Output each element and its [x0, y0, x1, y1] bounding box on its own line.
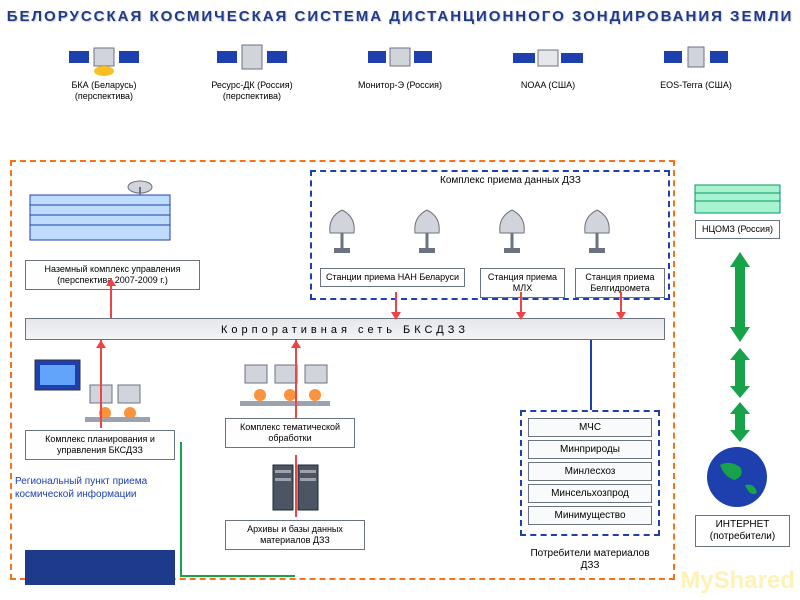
arrowhead-icon	[106, 278, 116, 286]
archives-icon	[268, 460, 328, 520]
green-arrow-icon	[725, 252, 755, 342]
planning-icon	[30, 355, 160, 430]
satellite-bka: БКА (Беларусь)(перспектива)	[44, 33, 164, 102]
regional-label: Региональный пункт приема космической ин…	[15, 475, 175, 501]
consumer-item: Минимущество	[528, 506, 652, 525]
arrowhead-icon	[96, 340, 106, 348]
antennas	[320, 205, 620, 260]
arrowhead-icon	[516, 312, 526, 320]
satellite-monitor: Монитор-Э (Россия)	[340, 33, 460, 102]
planning-label: Комплекс планирования и управления БКСДЗ…	[25, 430, 175, 460]
connector-line	[100, 340, 102, 428]
satellite-icon	[508, 33, 588, 78]
watermark: MyShared	[680, 567, 795, 595]
consumer-item: Минприроды	[528, 440, 652, 459]
satellite-icon	[360, 33, 440, 78]
green-arrow-icon	[725, 348, 755, 398]
satellite-noaa: NOAA (США)	[488, 33, 608, 102]
arrowhead-icon	[291, 340, 301, 348]
consumers-box: МЧС Минприроды Минлесхоз Минсельхозпрод …	[520, 410, 660, 536]
consumer-item: Минсельхозпрод	[528, 484, 652, 503]
station-nan-label: Станции приема НАН Беларуси	[320, 268, 465, 287]
ncomz-label: НЦОМЗ (Россия)	[695, 220, 780, 239]
logo-block	[25, 550, 175, 585]
archives-label: Архивы и базы данных материалов ДЗЗ	[225, 520, 365, 550]
connector-line	[590, 340, 592, 410]
arrowhead-icon	[391, 312, 401, 320]
connector-line	[180, 575, 295, 577]
arrowhead-icon	[616, 312, 626, 320]
satellite-icon	[212, 33, 292, 78]
connector-line	[295, 340, 297, 418]
thematic-label: Комплекс тематической обработки	[225, 418, 355, 448]
satellite-icon	[64, 33, 144, 78]
consumers-label: Потребители материалов ДЗЗ	[520, 548, 660, 572]
satellite-eos: EOS-Terra (США)	[636, 33, 756, 102]
reception-label: Комплекс приема данных ДЗЗ	[440, 175, 581, 186]
satellite-resurs: Ресурс-ДК (Россия)(перспектива)	[192, 33, 312, 102]
page-title: БЕЛОРУССКАЯ КОСМИЧЕСКАЯ СИСТЕМА ДИСТАНЦИ…	[0, 0, 800, 29]
satellites-row: БКА (Беларусь)(перспектива) Ресурс-ДК (Р…	[0, 29, 800, 110]
satellite-icon	[656, 33, 736, 78]
station-mlh-label: Станция приема МЛХ	[480, 268, 565, 298]
consumer-item: МЧС	[528, 418, 652, 437]
ncomz-building-icon	[690, 175, 785, 220]
green-arrow-icon	[725, 402, 755, 442]
connector-line	[180, 442, 182, 577]
corporate-bus: Корпоративная сеть БКСДЗЗ	[25, 318, 665, 340]
thematic-icon	[235, 355, 335, 415]
internet-label: ИНТЕРНЕТ (потребители)	[695, 515, 790, 547]
connector-line	[295, 455, 297, 517]
earth-icon	[705, 445, 770, 515]
consumer-item: Минлесхоз	[528, 462, 652, 481]
building-icon	[25, 175, 175, 250]
